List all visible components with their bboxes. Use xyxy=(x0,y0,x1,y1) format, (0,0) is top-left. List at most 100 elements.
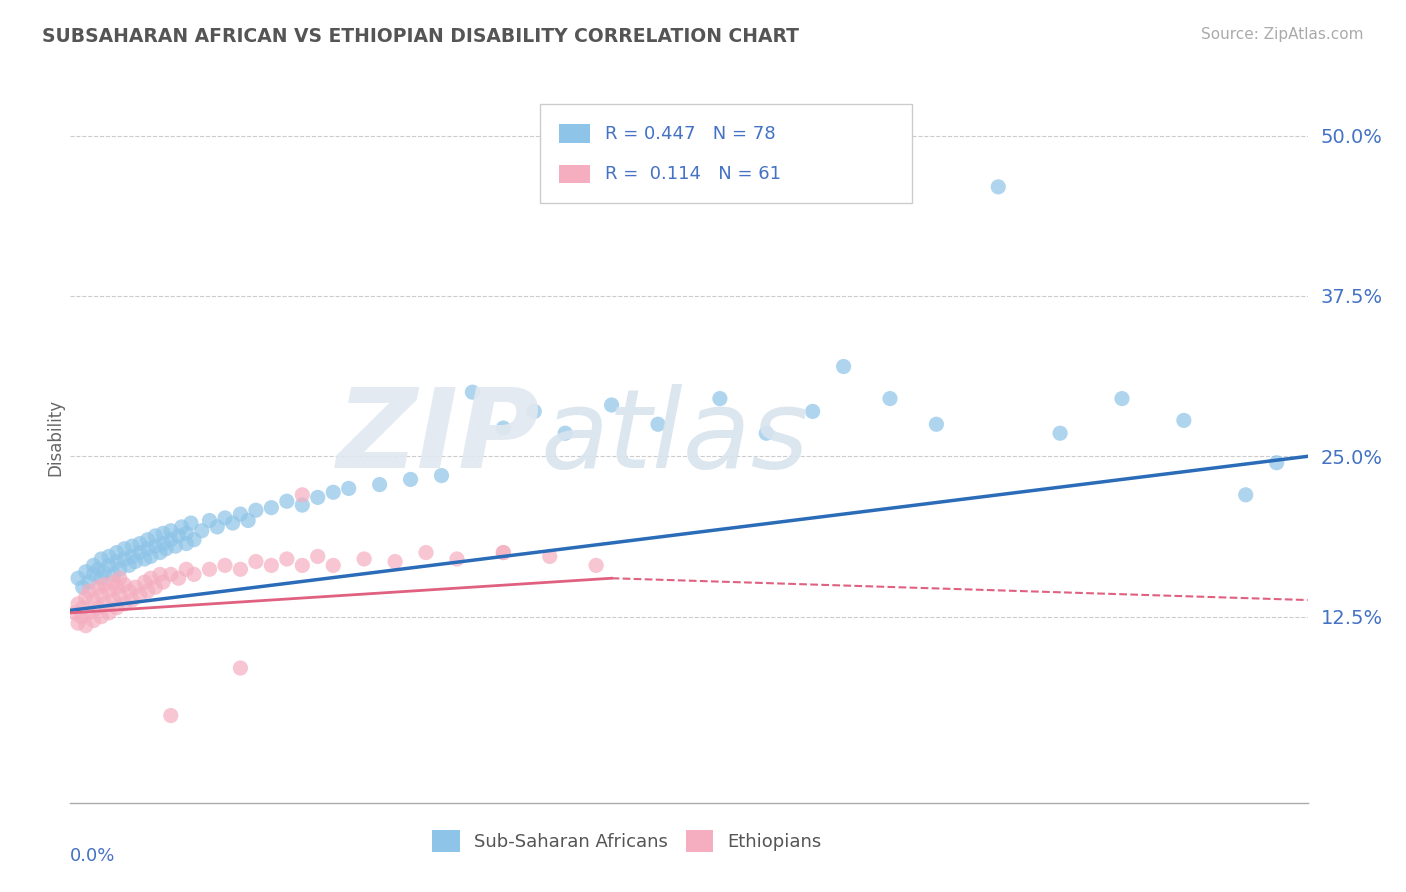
Point xyxy=(160,567,183,582)
Point xyxy=(307,491,329,505)
Point xyxy=(103,575,125,590)
Point xyxy=(430,468,453,483)
Point xyxy=(307,549,329,564)
Point xyxy=(118,584,141,599)
Point xyxy=(93,565,115,579)
Point xyxy=(77,606,100,620)
Point xyxy=(229,661,252,675)
Point xyxy=(72,580,94,594)
Point xyxy=(77,575,100,590)
Point xyxy=(105,555,128,569)
Point xyxy=(70,609,93,624)
Point xyxy=(114,577,135,591)
Point xyxy=(108,562,131,576)
Point xyxy=(105,600,128,615)
Point xyxy=(245,555,267,569)
Point xyxy=(160,524,183,538)
Point xyxy=(214,511,236,525)
Point xyxy=(174,526,197,541)
Point xyxy=(72,600,94,615)
Point xyxy=(538,549,561,564)
Text: SUBSAHARAN AFRICAN VS ETHIOPIAN DISABILITY CORRELATION CHART: SUBSAHARAN AFRICAN VS ETHIOPIAN DISABILI… xyxy=(42,27,799,45)
Point xyxy=(925,417,948,432)
Point xyxy=(121,593,143,607)
Point xyxy=(98,606,120,620)
Point xyxy=(368,477,391,491)
Point xyxy=(879,392,901,406)
Point xyxy=(75,565,97,579)
Point xyxy=(149,545,172,559)
Point xyxy=(105,545,128,559)
Point xyxy=(129,588,152,602)
Point xyxy=(245,503,267,517)
Point xyxy=(90,571,112,585)
Point xyxy=(207,520,229,534)
Point xyxy=(322,558,344,573)
Point xyxy=(160,533,183,547)
Point xyxy=(1049,426,1071,441)
Point xyxy=(183,567,205,582)
Point xyxy=(276,552,298,566)
Point xyxy=(165,539,187,553)
Text: 0.0%: 0.0% xyxy=(70,847,115,864)
Point xyxy=(832,359,855,374)
Point xyxy=(399,472,422,486)
Point xyxy=(155,541,177,556)
Point xyxy=(180,516,202,530)
Point xyxy=(114,552,135,566)
Point xyxy=(90,588,112,602)
Point xyxy=(229,507,252,521)
Point xyxy=(67,616,90,631)
Point xyxy=(191,524,214,538)
Point xyxy=(121,539,143,553)
Point xyxy=(134,552,156,566)
Point xyxy=(291,498,314,512)
Point xyxy=(75,591,97,605)
Point xyxy=(87,562,110,576)
Point xyxy=(145,529,166,543)
Point xyxy=(174,536,197,550)
Point xyxy=(87,580,110,594)
Point xyxy=(167,529,190,543)
Point xyxy=(63,606,86,620)
Point xyxy=(114,541,135,556)
Point xyxy=(90,609,112,624)
Point xyxy=(118,558,141,573)
Point xyxy=(152,536,174,550)
Point xyxy=(149,567,172,582)
Point xyxy=(145,539,166,553)
Point xyxy=(82,593,105,607)
Point xyxy=(134,575,156,590)
Point xyxy=(114,597,135,611)
Point xyxy=(260,500,283,515)
Point xyxy=(129,536,152,550)
Point xyxy=(67,571,90,585)
Y-axis label: Disability: Disability xyxy=(46,399,65,475)
Point xyxy=(492,545,515,559)
Point xyxy=(87,600,110,615)
Point xyxy=(152,526,174,541)
Point xyxy=(322,485,344,500)
Point xyxy=(801,404,824,418)
Point xyxy=(108,571,131,585)
Point xyxy=(492,421,515,435)
Bar xyxy=(560,124,591,143)
Point xyxy=(198,514,221,528)
Point xyxy=(77,584,100,599)
Point xyxy=(353,552,375,566)
Point xyxy=(174,562,197,576)
Point xyxy=(260,558,283,573)
Text: atlas: atlas xyxy=(540,384,808,491)
Point xyxy=(93,577,115,591)
Point xyxy=(98,549,120,564)
Point xyxy=(1173,413,1195,427)
Point xyxy=(1111,392,1133,406)
Point xyxy=(337,482,360,496)
Point xyxy=(82,558,105,573)
Point xyxy=(229,562,252,576)
Point xyxy=(124,580,146,594)
Point xyxy=(1265,456,1288,470)
Point xyxy=(121,549,143,564)
Point xyxy=(136,541,159,556)
Point xyxy=(987,179,1010,194)
